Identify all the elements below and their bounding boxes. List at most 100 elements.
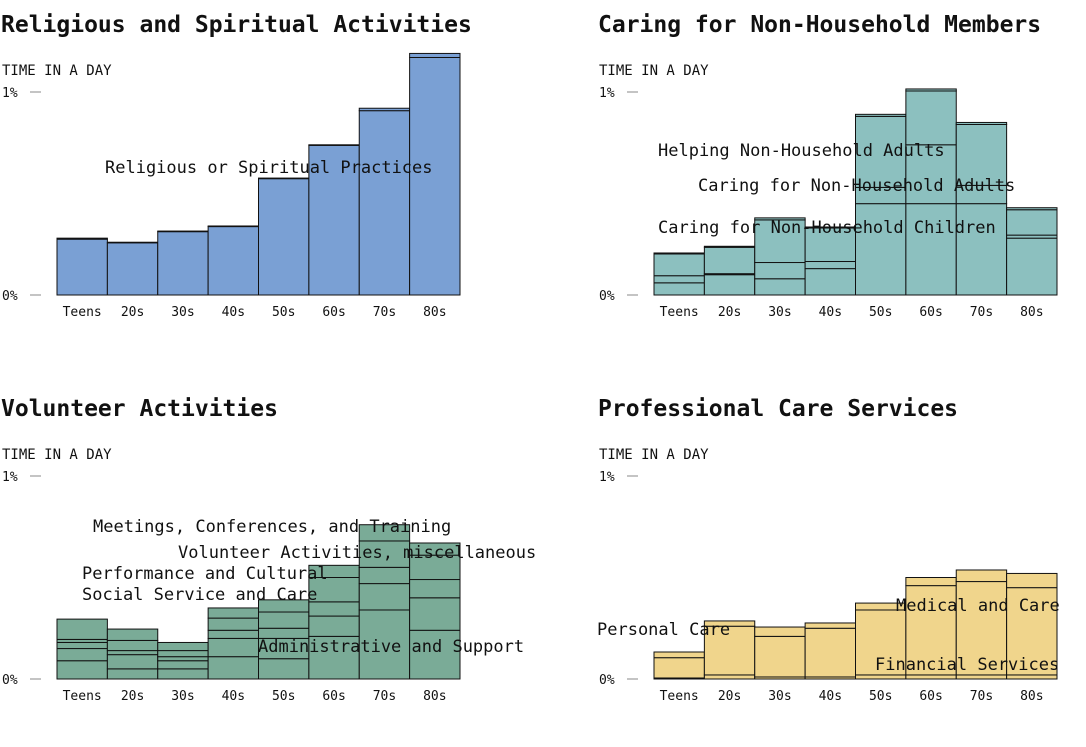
x-tick-label: Teens [63,689,102,704]
x-tick-label: 40s [819,305,842,320]
bar-segment [56,660,108,680]
bar-segment [207,629,259,639]
x-tick-label: 50s [869,689,892,704]
bar-segment [358,566,411,585]
y-axis-label: TIME IN A DAY [2,63,112,79]
x-tick-label: 50s [869,305,892,320]
bar-segment [1006,572,1058,589]
bar-segment [1006,674,1058,680]
annotation: Personal Care [597,620,730,640]
bar-segment [855,674,907,680]
bar-segment [703,246,756,275]
y-tick-label: 0% [2,673,18,688]
chart-title: Caring for Non-Household Members [598,12,1041,38]
bar-segment [804,268,856,296]
bar-segment [955,123,1008,186]
x-tick-label: 60s [919,305,942,320]
x-tick-label: 80s [1020,689,1043,704]
x-tick-label: 20s [718,689,741,704]
bar-segment [905,203,957,296]
annotation: Religious or Spiritual Practices [105,158,433,178]
bar-segment [653,657,705,679]
bar-segment [905,674,957,680]
bar-segment [157,641,209,652]
annotation: Volunteer Activities, miscellaneous [178,543,536,563]
annotation: Caring for Non-Household Children [658,218,996,238]
bar-segment [703,674,756,680]
x-tick-label: 80s [1020,305,1043,320]
bar-segment [653,252,705,255]
bar-segment [106,654,159,670]
x-tick-label: 40s [819,689,842,704]
x-tick-label: 70s [970,689,993,704]
x-tick-label: 20s [121,305,144,320]
bar-segment [804,622,856,629]
chart-title: Professional Care Services [598,396,958,422]
bar-segment [157,230,209,233]
y-axis-label: TIME IN A DAY [599,447,709,463]
x-tick-label: 50s [272,305,295,320]
x-tick-label: 20s [718,305,741,320]
bar-segment [308,577,360,603]
bar-segment [905,90,957,146]
bar-segment [358,609,411,680]
annotation: Social Service and Care [82,585,317,605]
bar-segment [653,275,705,284]
y-tick-label: 1% [2,470,18,485]
x-tick-label: Teens [660,305,699,320]
bar-segment [409,52,461,58]
bar-segment [56,237,108,240]
bar-segment [855,113,907,117]
y-tick-label: 0% [2,289,18,304]
bar-segment [358,524,411,542]
annotation: Financial Services [875,655,1059,675]
chart-title: Religious and Spiritual Activities [1,12,472,38]
x-tick-label: 60s [322,305,345,320]
bar-segment [905,577,957,587]
x-tick-label: 60s [322,689,345,704]
bar-segment [358,583,411,611]
x-tick-label: 70s [970,305,993,320]
bar-segment [56,648,108,662]
annotation: Medical and Care [896,596,1060,616]
x-tick-label: 80s [423,305,446,320]
bar-segment [308,615,360,637]
bar-segment [207,607,259,619]
bar-segment [106,242,159,296]
bar-segment [955,674,1008,680]
bar-segment [653,282,705,296]
bar-segment [106,241,159,244]
annotation: Performance and Cultural [82,564,328,584]
x-tick-label: 30s [171,689,194,704]
bar-segment [207,617,259,631]
bar-segment [207,637,259,658]
bar-segment [157,231,209,296]
x-tick-label: Teens [660,689,699,704]
bar-segment [56,618,108,640]
bar-segment [905,88,957,92]
bar-segment [106,628,159,641]
y-axis-label: TIME IN A DAY [2,447,112,463]
bar-segment [56,641,108,650]
bar-segment [358,107,411,112]
x-tick-label: 70s [373,689,396,704]
bar-segment [804,261,856,270]
bar-segment [754,219,806,264]
x-tick-label: Teens [63,305,102,320]
bar-segment [653,253,705,277]
bar-segment [754,626,806,637]
bar-segment [157,656,209,662]
bar-segment [754,217,806,221]
bar-segment [955,569,1008,583]
bar-segment [1006,207,1058,211]
bar-segment [358,540,411,568]
x-tick-label: 20s [121,689,144,704]
bar-segment [258,178,310,296]
annotation: Administrative and Support [258,637,524,657]
y-axis-label: TIME IN A DAY [599,63,709,79]
bar-segment [1006,237,1058,296]
bar-segment [56,238,108,296]
bar-segment [409,542,461,556]
bar-segment [905,585,957,676]
